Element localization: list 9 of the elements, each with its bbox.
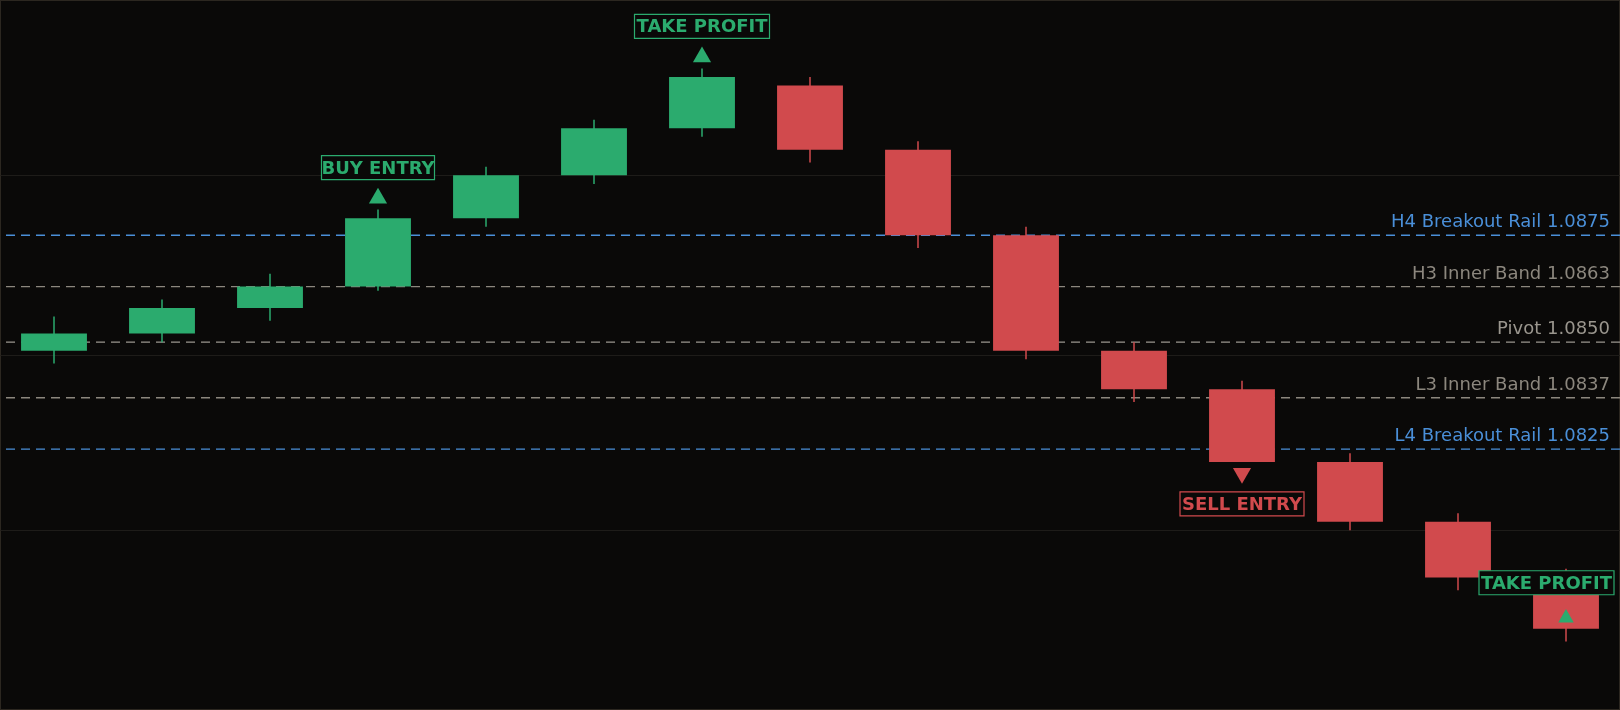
ref-line-label: H3 Inner Band 1.0863	[1412, 261, 1610, 283]
annotation: TAKE PROFIT	[1481, 571, 1613, 593]
ref-line-label: H4 Breakout Rail 1.0875	[1391, 210, 1610, 232]
annotation: SELL ENTRY	[1181, 492, 1303, 514]
ref-line-label: L3 Inner Band 1.0837	[1415, 372, 1610, 394]
annotation: BUY ENTRY	[321, 156, 436, 178]
ref-line-label: Pivot 1.0850	[1497, 317, 1610, 339]
annotation: TAKE PROFIT	[636, 15, 769, 37]
ref-line-label: L4 Breakout Rail 1.0825	[1394, 424, 1610, 446]
